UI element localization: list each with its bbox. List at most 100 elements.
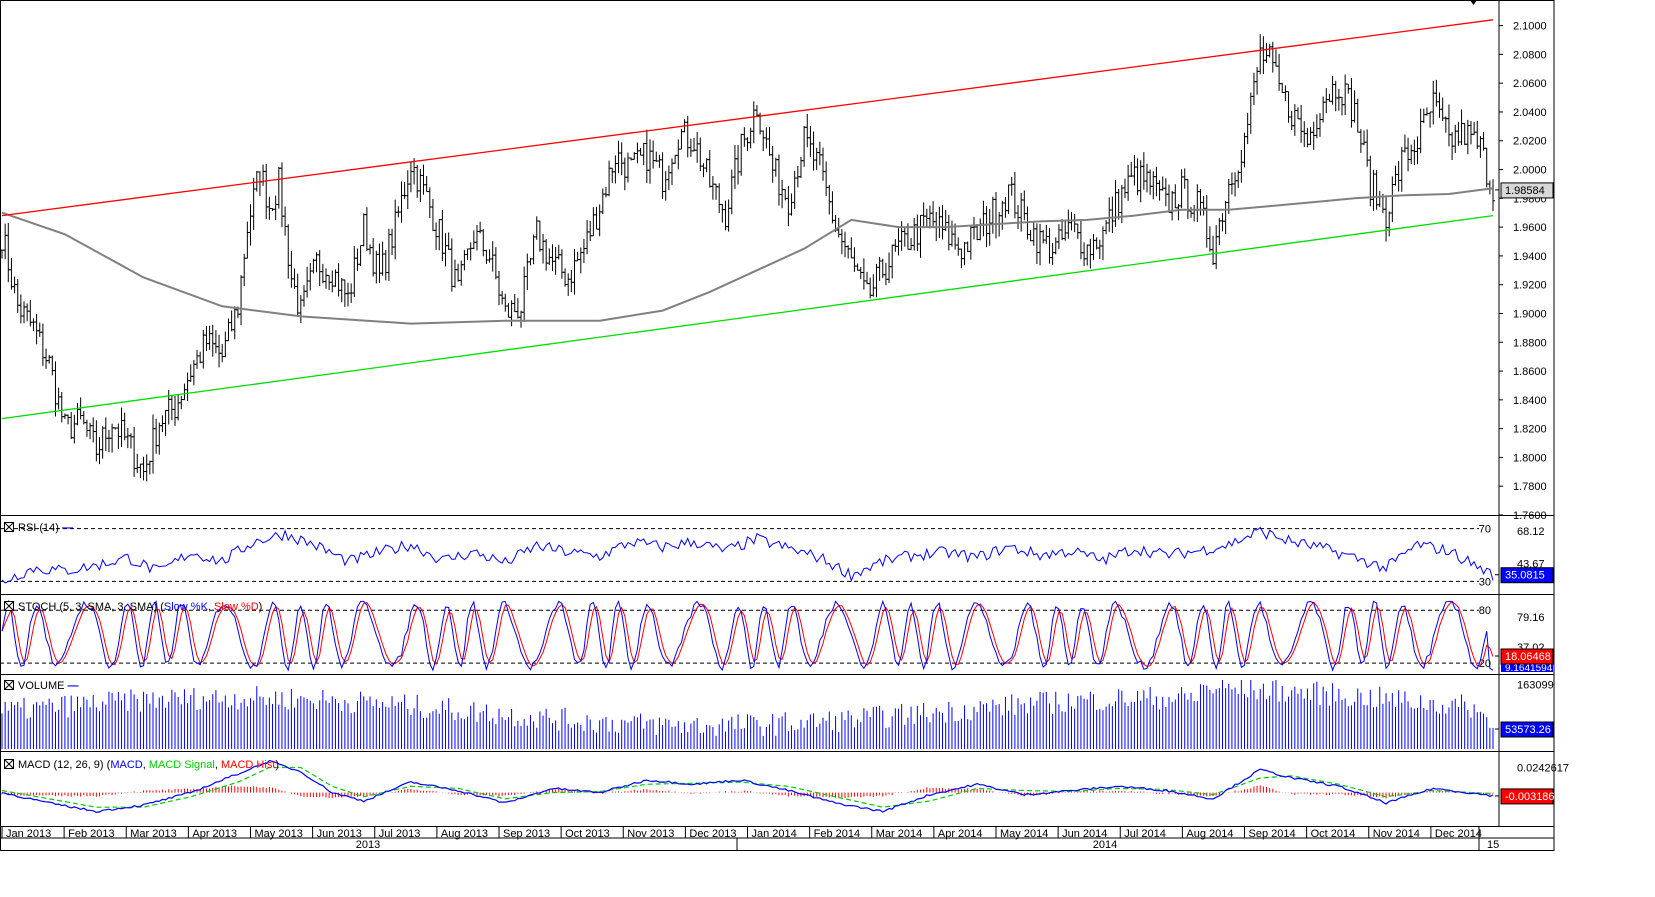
ohlc-bar (874, 263, 879, 298)
ohlc-bar (393, 199, 398, 260)
ohlc-bar (437, 219, 442, 251)
ohlc-bar (141, 456, 146, 481)
ohlc-bar (1091, 234, 1096, 261)
ohlc-bar (1245, 112, 1250, 145)
ohlc-bar (1384, 195, 1389, 242)
panel-title-text: MACD (12, 26, 9) (18, 759, 107, 771)
axis-labels: 2.1000 2.0800 2.0600 2.0400 2.0200 2.0000 1.98… (0, 21, 1569, 851)
ohlc-bar (1034, 223, 1039, 265)
panel-rsi: 70 30 (0, 524, 1499, 588)
ohlc-bar (497, 271, 501, 306)
ohlc-bar (591, 207, 596, 237)
ohlc-bar (1424, 107, 1429, 116)
ohlc-bar (1352, 90, 1357, 123)
ohlc-bar (1358, 129, 1363, 153)
ohlc-bar (22, 301, 27, 324)
ohlc-bar (478, 221, 483, 234)
ohlc-bar (786, 186, 791, 227)
ohlc-bar (893, 239, 898, 252)
ohlc-bar (1371, 169, 1376, 211)
ohlc-bar (1327, 93, 1332, 102)
ohlc-bar (1292, 104, 1297, 136)
ohlc-bar (1258, 34, 1263, 75)
ohlc-bar (588, 220, 593, 241)
ohlc-bar (685, 115, 690, 158)
month-label: Jun 2014 (1062, 828, 1107, 840)
ohlc-bar (1031, 221, 1036, 246)
ohlc-bar (688, 138, 693, 157)
ohlc-bar (380, 241, 385, 276)
value-box (1500, 721, 1554, 738)
ohlc-bar (695, 131, 700, 163)
ohlc-bar (487, 249, 492, 263)
ohlc-bar (1185, 179, 1190, 219)
ohlc-bar (1122, 178, 1127, 199)
month-label: Apr 2014 (938, 828, 983, 840)
ohlc-bar (368, 244, 373, 255)
ohlc-bar (330, 270, 335, 293)
ohlc-bar (1277, 53, 1282, 91)
month-label: Apr 2013 (192, 828, 237, 840)
ohlc-bar (72, 414, 77, 444)
ohlc-bar (1151, 171, 1156, 200)
trendline-handle-icon (1470, 0, 1477, 5)
ohlc-bar (927, 205, 932, 229)
ohlc-bar (981, 200, 986, 237)
ohlc-bar (569, 269, 574, 293)
panel-header-rsi: RSI (14) — (4, 522, 73, 534)
legend-open: ( (107, 759, 111, 771)
ohlc-bar (808, 125, 813, 158)
ohlc-bar (361, 213, 366, 247)
ohlc-bar (176, 393, 181, 421)
panel-header-volume: VOLUME — (4, 680, 79, 692)
ohlc-bar (147, 460, 152, 475)
ohlc-bar (732, 144, 737, 189)
price-axis-label: 1.8600 (1513, 366, 1547, 378)
price-axis-label: 2.0000 (1513, 165, 1547, 177)
ohlc-bar (336, 263, 341, 297)
ohlc-bar (31, 318, 36, 332)
price-axis-label: 1.7600 (1513, 510, 1547, 522)
panel-title-text: VOLUME (18, 680, 68, 692)
ohlc-bar (198, 351, 203, 364)
ohlc-bar (1264, 43, 1269, 63)
ohlc-bar (654, 151, 659, 162)
ohlc-bar (622, 157, 627, 191)
ohlc-bar (1129, 161, 1134, 178)
ohlc-bar (1308, 127, 1313, 146)
ohlc-bar (191, 359, 196, 386)
ohlc-bar (103, 417, 108, 452)
ohlc-bar (405, 170, 410, 209)
ohlc-bar (1201, 195, 1206, 216)
ohlc-bar (1478, 135, 1483, 158)
legend-open: ( (160, 601, 164, 613)
ohlc-bar (248, 204, 253, 246)
ohlc-bar (534, 216, 539, 240)
ohlc-bar (814, 147, 819, 170)
ohlc-bar (1321, 96, 1326, 123)
ohlc-bar (651, 140, 656, 169)
ohlc-bar (965, 241, 970, 253)
legend-sep: , (208, 601, 214, 613)
ohlc-bar (484, 249, 489, 264)
ohlc-bar (173, 395, 178, 426)
ohlc-bar (295, 273, 300, 316)
ohlc-bar (421, 164, 426, 195)
panel-axis-label: 79.16 (1517, 612, 1545, 624)
month-label: Oct 2014 (1311, 828, 1356, 840)
ohlc-bar (1459, 109, 1464, 146)
ohlc-bar (770, 146, 775, 183)
month-label: Feb 2013 (68, 828, 114, 840)
ohlc-bar (84, 419, 89, 437)
ohlc-bar (1289, 110, 1294, 131)
ohlc-bar (1088, 238, 1093, 269)
ohlc-bar (239, 275, 244, 326)
main-price-panel[interactable] (0, 0, 1499, 482)
ohlc-bar (415, 164, 420, 198)
ohlc-bar (430, 198, 435, 231)
ohlc-bar (75, 402, 80, 426)
ohlc-bar (553, 246, 558, 275)
ohlc-bar (1270, 41, 1275, 73)
